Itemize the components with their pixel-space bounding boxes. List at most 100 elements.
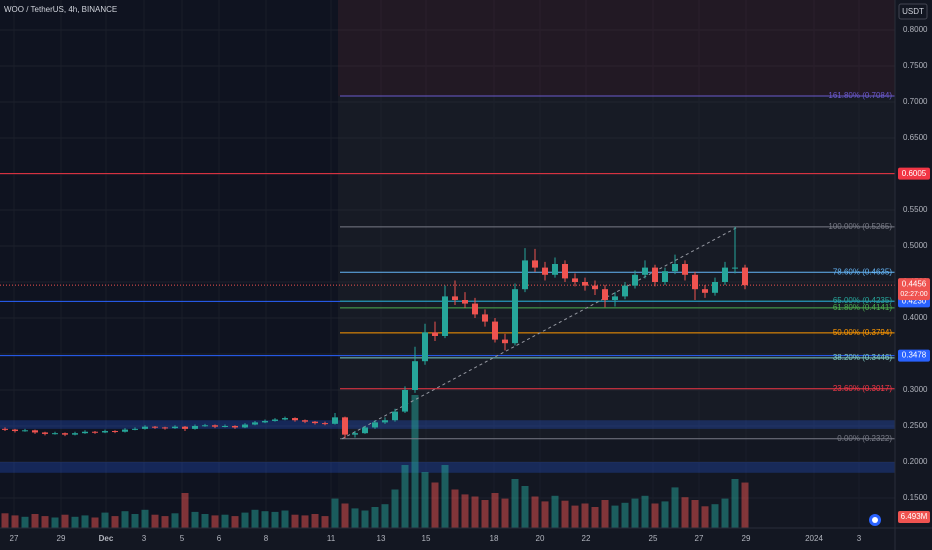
- volume-bar: [271, 511, 279, 528]
- volume-bar: [1, 513, 9, 528]
- fib-zone: [338, 0, 895, 96]
- x-tick-label: 15: [422, 534, 431, 543]
- currency[interactable]: USDT: [902, 7, 924, 16]
- volume-bar: [491, 493, 499, 528]
- volume-bar: [521, 486, 529, 528]
- volume-bar: [161, 516, 169, 528]
- volume-bar: [481, 500, 489, 528]
- candle-body: [152, 426, 158, 428]
- level-price-box: [898, 167, 930, 180]
- x-tick-label: 5: [180, 534, 185, 543]
- x-tick-label: 13: [377, 534, 386, 543]
- volume-bar: [181, 493, 189, 528]
- volume-bar: [201, 514, 209, 528]
- volume-bar: [171, 513, 179, 528]
- candle-body: [62, 433, 68, 435]
- volume-bar: [611, 505, 619, 528]
- level-price-label: 0.6005: [902, 169, 927, 178]
- volume-bar: [331, 498, 339, 528]
- volume-bar: [81, 515, 89, 528]
- volume-bar: [461, 494, 469, 528]
- candle-body: [52, 433, 58, 435]
- candle-body: [292, 418, 298, 421]
- candle-body: [362, 427, 368, 434]
- candle-body: [732, 267, 738, 269]
- x-tick-label: 11: [327, 534, 336, 543]
- volume-bar: [131, 514, 139, 528]
- volume-bar: [401, 465, 409, 528]
- y-tick-label: 0.8000: [903, 25, 928, 34]
- x-tick-label: 25: [649, 534, 658, 543]
- candle-body: [442, 296, 448, 336]
- candle-body: [282, 418, 288, 420]
- y-tick-label: 0.2500: [903, 421, 928, 430]
- volume-bar: [441, 465, 449, 528]
- y-tick-label: 0.5000: [903, 241, 928, 250]
- candle-body: [142, 426, 148, 429]
- volume-bar: [371, 507, 379, 528]
- volume-bar: [351, 508, 359, 528]
- fib-label: 50.00% (0.3794): [833, 328, 892, 337]
- fib-label: 161.80% (0.7084): [828, 91, 892, 100]
- candle-body: [432, 332, 438, 336]
- candle-body: [222, 425, 228, 427]
- candle-body: [242, 424, 248, 428]
- candle-body: [182, 426, 188, 429]
- x-tick-label: 27: [695, 534, 704, 543]
- candle-body: [652, 267, 658, 282]
- candle-body: [42, 432, 48, 434]
- volume-bar: [261, 511, 269, 528]
- candle-body: [92, 431, 98, 433]
- candle-body: [212, 425, 218, 427]
- volume-bar: [281, 510, 289, 528]
- volume-bar: [11, 515, 19, 528]
- x-tick-label: Dec: [99, 534, 114, 543]
- candle-body: [72, 433, 78, 435]
- candle-body: [192, 425, 198, 429]
- price-axis: [895, 0, 932, 550]
- x-tick-label: 3: [142, 534, 147, 543]
- volume-bar: [71, 516, 79, 528]
- x-tick-label: 8: [264, 534, 269, 543]
- volume-bar: [721, 498, 729, 528]
- zone: [0, 420, 895, 429]
- volume-bar: [471, 496, 479, 528]
- candle-body: [162, 427, 168, 429]
- candle-body: [132, 428, 138, 430]
- candle-body: [462, 299, 468, 304]
- candle-body: [102, 431, 108, 433]
- x-tick-label: 29: [742, 534, 751, 543]
- x-tick-label: 29: [57, 534, 66, 543]
- history-shade: [0, 0, 338, 528]
- volume-bar: [621, 502, 629, 528]
- volume-bar: [431, 482, 439, 528]
- volume-bar: [451, 489, 459, 528]
- volume-bar: [651, 503, 659, 528]
- volume-bar: [121, 511, 129, 528]
- candle-body: [542, 267, 548, 275]
- candle-body: [412, 361, 418, 390]
- x-tick-label: 2024: [805, 534, 823, 543]
- candle-body: [592, 285, 598, 290]
- y-tick-label: 0.7500: [903, 61, 928, 70]
- x-tick-label: 6: [217, 534, 222, 543]
- volume-label: 6.493M: [901, 512, 928, 521]
- volume-bar: [691, 500, 699, 528]
- candle-body: [262, 420, 268, 423]
- currency-box[interactable]: [898, 3, 928, 20]
- volume-bar: [601, 500, 609, 528]
- candle-body: [112, 431, 118, 433]
- y-tick-label: 0.3000: [903, 385, 928, 394]
- volume-bar: [741, 482, 749, 528]
- last-price-box: [898, 278, 930, 301]
- candle-body: [582, 281, 588, 286]
- candle-body: [392, 411, 398, 421]
- candle-body: [202, 425, 208, 427]
- volume-bar: [191, 511, 199, 528]
- candle-body: [332, 417, 338, 424]
- x-tick-label: 27: [10, 534, 19, 543]
- candle-body: [372, 422, 378, 428]
- fib-label: 23.60% (0.3017): [833, 384, 892, 393]
- volume-bar: [301, 515, 309, 528]
